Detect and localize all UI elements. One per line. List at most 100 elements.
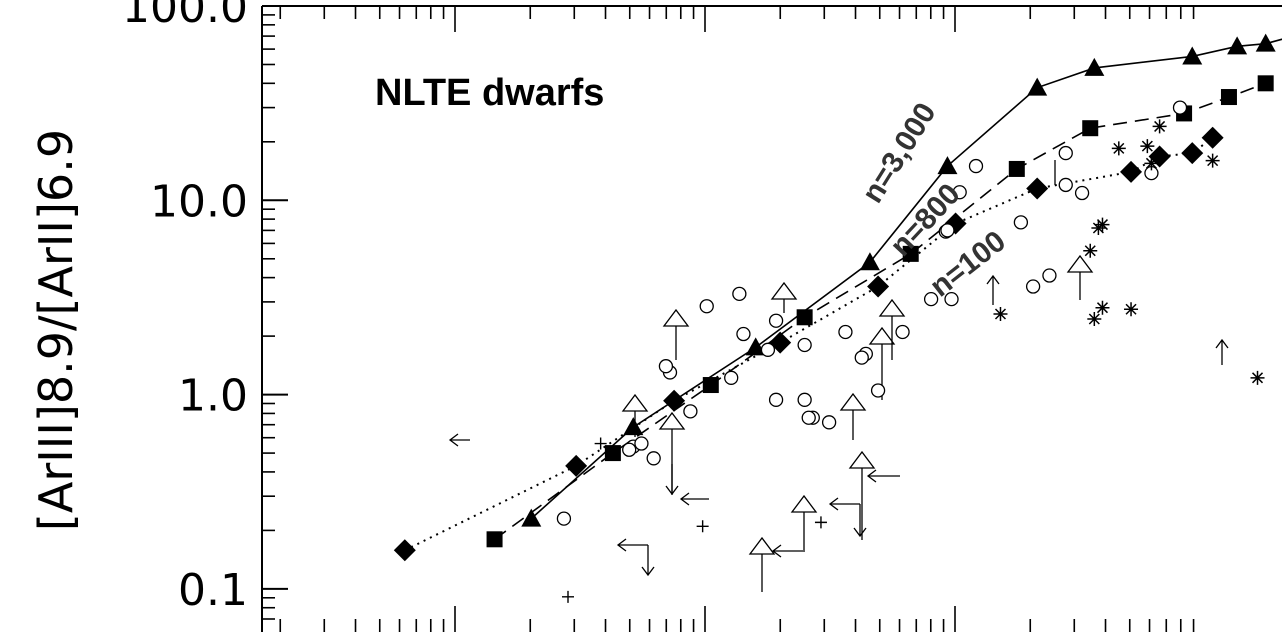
data-point bbox=[1091, 221, 1106, 236]
data-point bbox=[696, 520, 709, 533]
data-point bbox=[1255, 33, 1276, 52]
data-point bbox=[623, 417, 644, 436]
data-point bbox=[1013, 215, 1029, 230]
data-point bbox=[801, 410, 816, 425]
data-point bbox=[968, 158, 984, 174]
curve-label-n100: n=100 bbox=[924, 225, 1012, 304]
data-point bbox=[1172, 100, 1188, 115]
data-point bbox=[796, 309, 813, 326]
data-point bbox=[797, 337, 812, 353]
x-ticks bbox=[279, 6, 1195, 632]
y-tick-label: 0.1 bbox=[178, 565, 248, 616]
limit-arrow-head bbox=[448, 433, 459, 447]
data-point bbox=[486, 531, 503, 548]
chart-title: NLTE dwarfs bbox=[375, 72, 604, 114]
y-tick-label: 1.0 bbox=[178, 371, 248, 422]
data-point bbox=[859, 252, 880, 271]
data-point bbox=[1257, 75, 1274, 92]
data-point bbox=[821, 415, 837, 430]
data-point bbox=[870, 383, 886, 398]
data-point bbox=[1250, 370, 1265, 385]
data-point bbox=[736, 326, 751, 342]
data-point bbox=[604, 445, 621, 462]
limit-arrow-head bbox=[986, 274, 1000, 285]
limit-arrow-head bbox=[853, 527, 867, 538]
limit-arrow-head bbox=[658, 411, 686, 430]
limit-arrow-head bbox=[616, 538, 627, 552]
data-point bbox=[634, 436, 649, 451]
data-point bbox=[923, 291, 939, 307]
data-point bbox=[745, 337, 766, 356]
data-point bbox=[1201, 126, 1224, 149]
data-point bbox=[1182, 46, 1203, 65]
data-point bbox=[702, 377, 719, 394]
series-line-1 bbox=[494, 82, 1266, 540]
data-point bbox=[1087, 311, 1102, 326]
data-point bbox=[646, 451, 661, 466]
data-point bbox=[724, 370, 739, 385]
data-point bbox=[1058, 145, 1073, 161]
data-point bbox=[1082, 120, 1099, 137]
data-point bbox=[1140, 139, 1155, 154]
data-point bbox=[902, 245, 919, 262]
data-point bbox=[1058, 177, 1073, 193]
data-point bbox=[1074, 185, 1090, 201]
data-point bbox=[768, 313, 784, 328]
data-point bbox=[1152, 119, 1167, 134]
data-point bbox=[1084, 57, 1105, 76]
data-point bbox=[1120, 160, 1143, 183]
limit-arrow-head bbox=[868, 326, 896, 345]
limit-arrow-head bbox=[621, 393, 649, 412]
data-point bbox=[867, 275, 890, 298]
data-point bbox=[944, 291, 959, 307]
limit-arrow-head bbox=[662, 308, 690, 327]
data-point bbox=[895, 324, 910, 340]
data-point bbox=[1227, 36, 1248, 55]
limit-arrow-head bbox=[828, 497, 839, 511]
markers bbox=[393, 33, 1276, 603]
limit-arrow-head bbox=[1066, 254, 1094, 273]
data-point bbox=[1026, 177, 1049, 200]
data-point bbox=[937, 156, 958, 175]
limit-arrow-head bbox=[790, 494, 818, 513]
axes bbox=[261, 5, 1282, 632]
data-point bbox=[622, 442, 637, 457]
data-point bbox=[556, 511, 572, 526]
data-point bbox=[993, 306, 1008, 321]
data-point bbox=[760, 342, 776, 357]
data-point bbox=[768, 392, 784, 407]
data-point bbox=[797, 392, 812, 407]
data-point bbox=[814, 516, 827, 529]
limit-arrow-head bbox=[839, 392, 867, 411]
limit-arrow-head bbox=[848, 450, 876, 469]
data-point bbox=[952, 185, 967, 200]
data-point bbox=[565, 454, 588, 477]
data-point bbox=[1144, 156, 1159, 171]
data-point bbox=[1095, 300, 1110, 315]
limit-arrows bbox=[448, 160, 1229, 592]
limit-arrow-head bbox=[771, 544, 782, 558]
data-point bbox=[1148, 145, 1171, 168]
data-point bbox=[1205, 153, 1220, 168]
data-point bbox=[594, 437, 607, 450]
series-line-2 bbox=[404, 136, 1214, 552]
y-tick-label: 100.0 bbox=[122, 0, 248, 33]
data-point bbox=[940, 223, 955, 238]
data-point bbox=[854, 350, 869, 365]
data-point bbox=[1124, 302, 1139, 317]
data-point bbox=[699, 299, 714, 314]
data-point bbox=[683, 404, 698, 419]
data-point bbox=[1181, 142, 1204, 165]
limit-arrow-head bbox=[665, 485, 679, 496]
data-point bbox=[732, 286, 747, 302]
limit-arrow-head bbox=[770, 281, 798, 300]
data-point bbox=[1111, 141, 1126, 156]
data-point bbox=[1027, 77, 1048, 96]
data-point bbox=[838, 324, 853, 340]
data-point bbox=[658, 359, 674, 374]
data-point bbox=[663, 389, 686, 412]
data-point bbox=[1083, 243, 1098, 258]
y-tick-label: 10.0 bbox=[150, 176, 248, 227]
limit-arrow-head bbox=[748, 536, 776, 555]
